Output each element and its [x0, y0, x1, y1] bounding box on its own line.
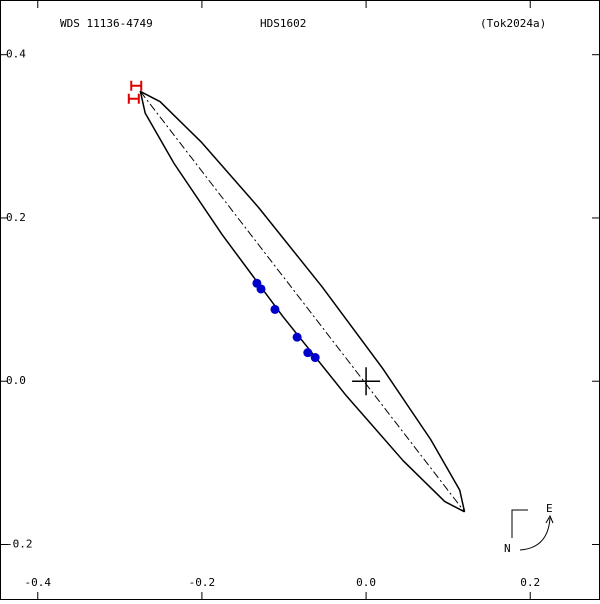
observation	[256, 284, 266, 294]
observation	[303, 348, 313, 358]
primary-star	[352, 367, 381, 396]
observation	[310, 353, 320, 363]
x-tick-label: -0.4	[25, 576, 52, 589]
compass-east: E	[546, 502, 553, 515]
compass-north: N	[504, 542, 511, 555]
x-tick-label: 0.0	[356, 576, 376, 589]
x-tick-label: -0.2	[189, 576, 216, 589]
chart-subtitle: HDS1602	[260, 17, 306, 30]
y-tick-label: 0.0	[6, 374, 26, 387]
observation	[270, 304, 280, 314]
chart-title: WDS 11136-4749	[60, 17, 153, 30]
y-tick-label: 0.4	[6, 48, 26, 61]
reference: (Tok2024a)	[480, 17, 546, 30]
y-tick-label: 0.2	[6, 211, 26, 224]
first-measure	[130, 80, 143, 91]
first-measure	[127, 93, 140, 104]
x-tick-label: 0.2	[520, 576, 540, 589]
compass: E N	[504, 502, 554, 555]
y-tick-label: -0.2	[6, 537, 33, 550]
observation	[292, 332, 302, 342]
